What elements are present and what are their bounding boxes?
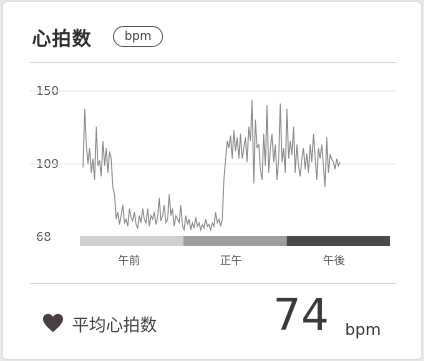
bottom-divider (30, 283, 396, 284)
average-heart-rate-label: 平均心拍数 (72, 316, 157, 336)
top-divider (30, 62, 396, 63)
heart-rate-card (3, 2, 421, 359)
unit-badge: bpm (113, 26, 163, 47)
x-label-noon: 正午 (220, 254, 242, 267)
average-heart-rate-value: 74 (273, 290, 329, 341)
time-segment-2 (286, 236, 390, 246)
heart-icon (43, 313, 63, 333)
time-segment-0 (80, 236, 184, 246)
time-segment-1 (183, 236, 287, 246)
heart-rate-line (82, 99, 341, 232)
card-title: 心拍数 (32, 28, 93, 50)
x-label-pm: 午後 (323, 254, 345, 267)
x-label-am: 午前 (118, 254, 140, 267)
average-heart-rate-unit: bpm (345, 320, 381, 339)
